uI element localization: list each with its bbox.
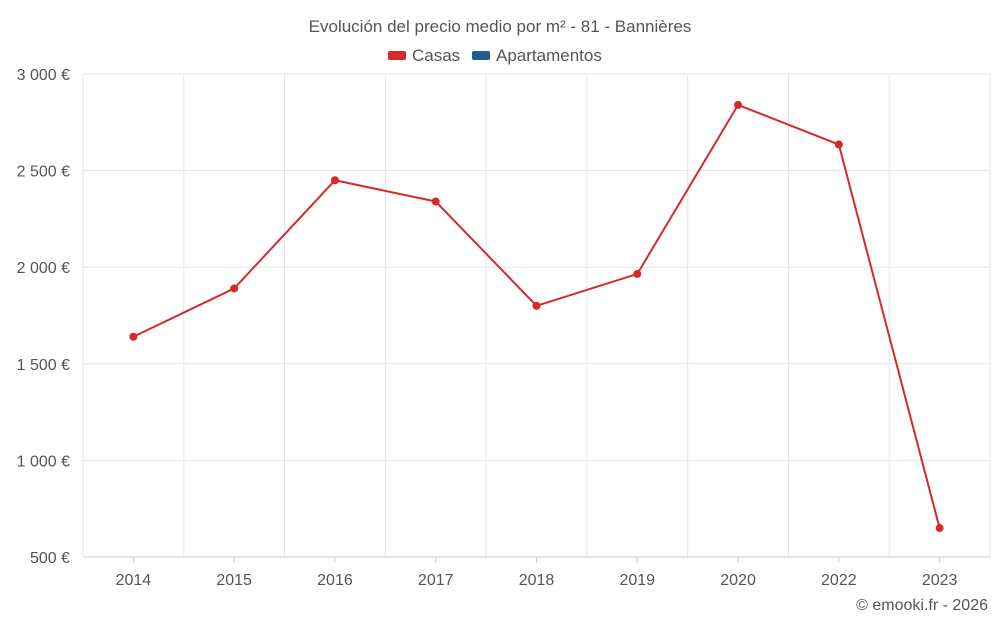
x-tick-label: 2022 <box>821 572 857 589</box>
grid <box>82 73 991 558</box>
credit-text: © emooki.fr - 2026 <box>856 597 988 614</box>
data-point-casas[interactable] <box>633 269 642 278</box>
legend-swatch-apartamentos <box>472 51 490 60</box>
data-point-casas[interactable] <box>734 100 743 109</box>
y-tick-label: 1 000 € <box>17 453 70 470</box>
chart-title: Evolución del precio medio por m² - 81 -… <box>309 17 692 36</box>
y-tick-label: 2 000 € <box>17 260 70 277</box>
x-tick-label: 2020 <box>720 572 756 589</box>
x-tick-label: 2016 <box>317 572 353 589</box>
legend-label-casas: Casas <box>412 46 460 65</box>
y-tick-label: 3 000 € <box>17 67 70 84</box>
series-casas <box>129 100 944 533</box>
x-tick-label: 2018 <box>519 572 555 589</box>
legend-label-apartamentos: Apartamentos <box>496 46 602 65</box>
legend-swatch-casas <box>388 51 406 60</box>
data-point-casas[interactable] <box>230 284 239 293</box>
y-axis: 3 000 € 2 500 € 2 000 € 1 500 € 1 000 € 500 € <box>17 67 70 567</box>
series-line-casas <box>132 103 941 529</box>
y-tick-label: 500 € <box>30 550 70 567</box>
y-tick-label: 2 500 € <box>17 164 70 181</box>
data-point-casas[interactable] <box>834 140 843 149</box>
data-point-casas[interactable] <box>431 197 440 206</box>
data-point-casas[interactable] <box>532 301 541 310</box>
x-tick-label: 2019 <box>619 572 655 589</box>
x-tick-label: 2023 <box>922 572 958 589</box>
x-tick-label: 2017 <box>418 572 454 589</box>
legend-item-apartamentos[interactable]: Apartamentos <box>472 46 602 65</box>
x-tick-label: 2015 <box>216 572 252 589</box>
data-point-casas[interactable] <box>330 176 339 185</box>
data-point-casas[interactable] <box>935 524 944 533</box>
y-tick-label: 1 500 € <box>17 357 70 374</box>
data-point-casas[interactable] <box>129 332 138 341</box>
x-tick-label: 2014 <box>116 572 152 589</box>
legend-item-casas[interactable]: Casas <box>388 46 460 65</box>
x-axis: 2014 2015 2016 2017 2018 2019 2020 2022 2023 <box>83 556 990 589</box>
legend: Casas Apartamentos <box>388 46 602 65</box>
